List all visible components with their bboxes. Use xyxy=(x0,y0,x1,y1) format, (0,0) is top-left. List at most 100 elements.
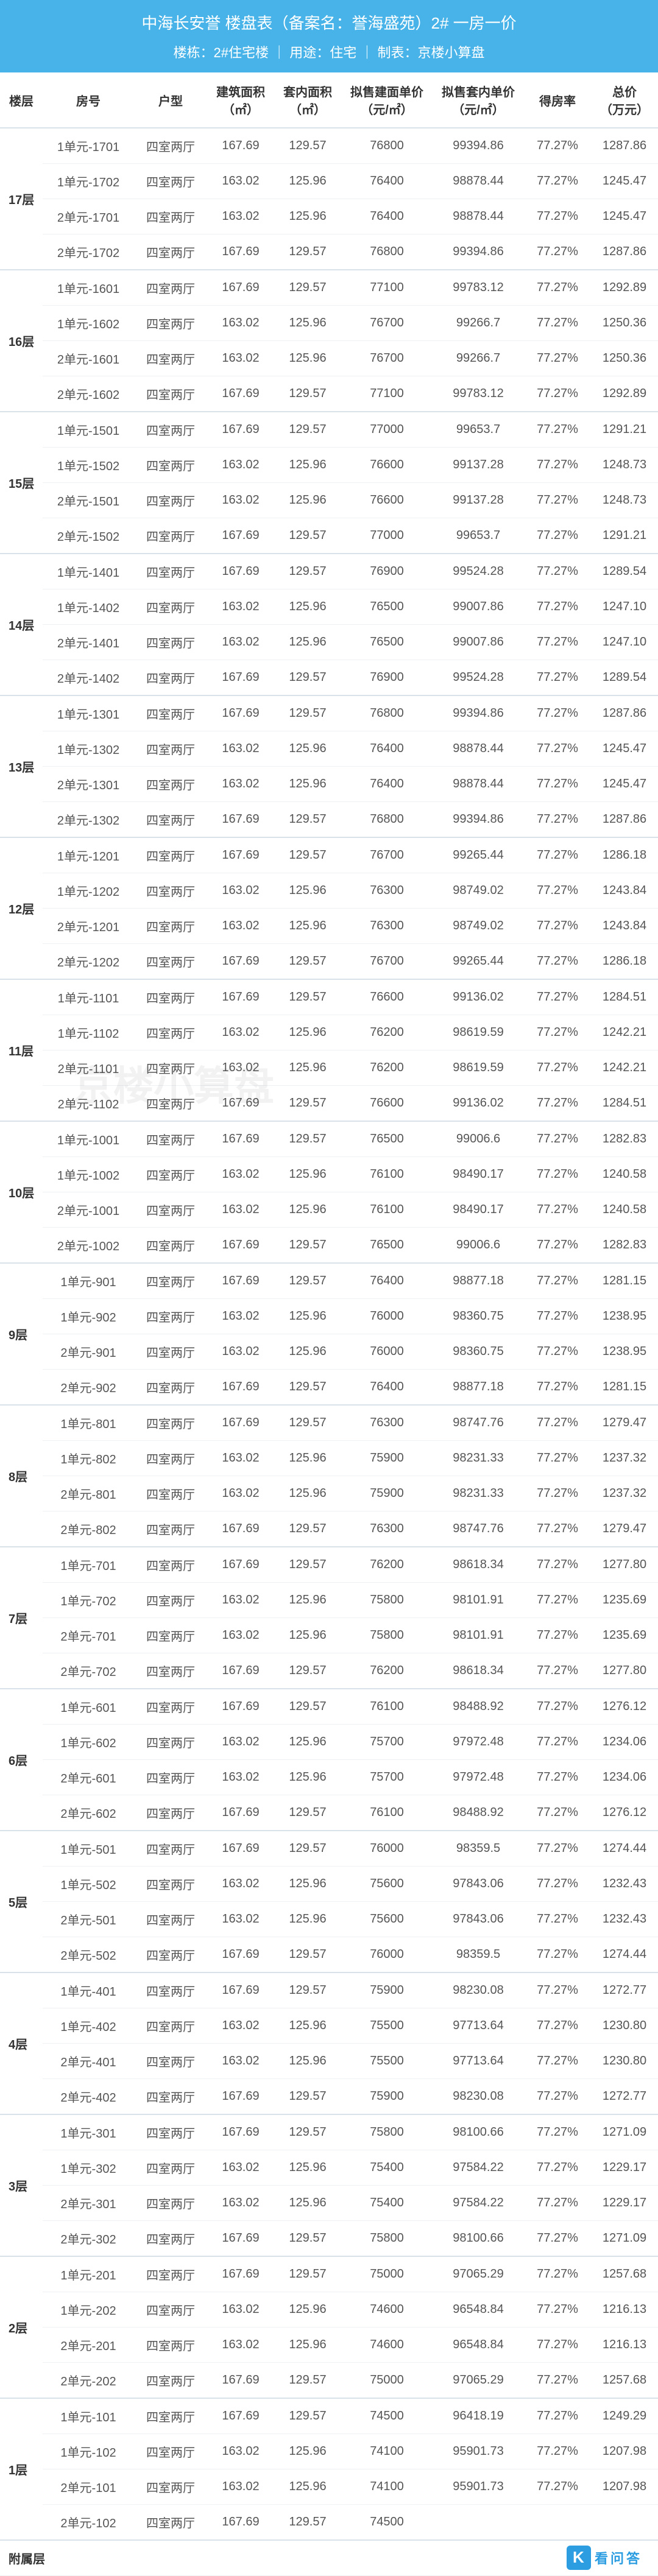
data-cell: 97713.64 xyxy=(433,2044,524,2079)
table-row: 8层1单元-801四室两厅167.69129.577630098747.7677… xyxy=(0,1405,658,1441)
data-cell: 四室两厅 xyxy=(134,1547,207,1583)
data-cell: 1单元-1402 xyxy=(43,589,134,625)
data-cell: 125.96 xyxy=(274,2008,341,2044)
data-cell: 163.02 xyxy=(207,1760,274,1795)
data-cell: 167.69 xyxy=(207,2363,274,2399)
data-cell: 163.02 xyxy=(207,2150,274,2186)
table-row: 2单元-1601四室两厅163.02125.967670099266.777.2… xyxy=(0,341,658,376)
col-header-label: 楼层 xyxy=(9,95,34,108)
table-row: 2单元-1702四室两厅167.69129.577680099394.8677.… xyxy=(0,234,658,270)
table-row: 13层1单元-1301四室两厅167.69129.577680099394.86… xyxy=(0,695,658,731)
data-cell: 125.96 xyxy=(274,1476,341,1511)
data-cell: 75500 xyxy=(341,2044,433,2079)
data-cell: 98231.33 xyxy=(433,1476,524,1511)
floor-cell: 10层 xyxy=(0,1121,43,1263)
table-row: 1单元-1402四室两厅163.02125.967650099007.8677.… xyxy=(0,589,658,625)
data-cell: 四室两厅 xyxy=(134,448,207,483)
data-cell: 1238.95 xyxy=(591,1334,658,1370)
data-cell: 77.27% xyxy=(524,589,591,625)
data-cell: 1240.58 xyxy=(591,1192,658,1228)
data-cell: 167.69 xyxy=(207,2114,274,2150)
data-cell: 125.96 xyxy=(274,1192,341,1228)
data-cell: 129.57 xyxy=(274,270,341,306)
data-cell: 76100 xyxy=(341,1689,433,1725)
data-cell: 1207.98 xyxy=(591,2469,658,2505)
data-cell: 1291.21 xyxy=(591,518,658,554)
data-cell: 167.69 xyxy=(207,412,274,448)
data-cell: 129.57 xyxy=(274,554,341,589)
data-cell: 1207.98 xyxy=(591,2434,658,2469)
data-cell: 74600 xyxy=(341,2328,433,2363)
data-cell: 76300 xyxy=(341,1405,433,1441)
table-row: 1单元-902四室两厅163.02125.967600098360.7577.2… xyxy=(0,1299,658,1334)
data-cell: 167.69 xyxy=(207,2398,274,2434)
data-cell: 125.96 xyxy=(274,1725,341,1760)
data-cell: 75800 xyxy=(341,2114,433,2150)
data-cell: 1单元-801 xyxy=(43,1405,134,1441)
data-cell: 四室两厅 xyxy=(134,483,207,518)
data-cell: 96548.84 xyxy=(433,2292,524,2328)
data-cell: 1单元-502 xyxy=(43,1867,134,1902)
data-cell: 1单元-501 xyxy=(43,1831,134,1867)
data-cell: 77.27% xyxy=(524,1902,591,1937)
data-cell: 129.57 xyxy=(274,979,341,1015)
data-cell: 四室两厅 xyxy=(134,1937,207,1973)
data-cell: 76800 xyxy=(341,128,433,164)
data-cell: 77.27% xyxy=(524,695,591,731)
table-row: 2单元-1402四室两厅167.69129.577690099524.2877.… xyxy=(0,660,658,696)
data-cell: 167.69 xyxy=(207,518,274,554)
data-cell: 125.96 xyxy=(274,1050,341,1086)
data-cell: 125.96 xyxy=(274,625,341,660)
data-cell: 1单元-702 xyxy=(43,1583,134,1618)
data-cell: 125.96 xyxy=(274,1583,341,1618)
data-cell: 1235.69 xyxy=(591,1583,658,1618)
data-cell: 76900 xyxy=(341,660,433,696)
data-cell: 1257.68 xyxy=(591,2363,658,2399)
data-cell: 125.96 xyxy=(274,731,341,767)
data-cell: 1235.69 xyxy=(591,1618,658,1653)
data-cell: 167.69 xyxy=(207,1972,274,2008)
col-header: 得房率 xyxy=(524,72,591,128)
data-cell: 99524.28 xyxy=(433,660,524,696)
table-row: 2单元-1501四室两厅163.02125.967660099137.2877.… xyxy=(0,483,658,518)
data-cell: 77.27% xyxy=(524,944,591,980)
data-cell: 1271.09 xyxy=(591,2221,658,2257)
data-cell: 167.69 xyxy=(207,2505,274,2541)
data-cell: 77.27% xyxy=(524,1937,591,1973)
data-cell: 1单元-402 xyxy=(43,2008,134,2044)
data-cell: 98360.75 xyxy=(433,1334,524,1370)
data-cell: 2单元-501 xyxy=(43,1902,134,1937)
data-cell: 四室两厅 xyxy=(134,2044,207,2079)
data-cell: 77.27% xyxy=(524,2186,591,2221)
data-cell: 2单元-1602 xyxy=(43,376,134,412)
data-cell: 75700 xyxy=(341,1760,433,1795)
data-cell: 1216.13 xyxy=(591,2292,658,2328)
data-cell: 99394.86 xyxy=(433,695,524,731)
data-cell: 1248.73 xyxy=(591,483,658,518)
data-cell: 167.69 xyxy=(207,234,274,270)
data-cell: 2单元-1501 xyxy=(43,483,134,518)
data-cell xyxy=(524,2505,591,2541)
data-cell: 129.57 xyxy=(274,2079,341,2115)
data-cell: 四室两厅 xyxy=(134,873,207,909)
data-cell: 77.27% xyxy=(524,1511,591,1547)
data-cell: 2单元-701 xyxy=(43,1618,134,1653)
data-cell: 77.27% xyxy=(524,1441,591,1476)
data-cell: 四室两厅 xyxy=(134,2434,207,2469)
data-cell: 1单元-901 xyxy=(43,1263,134,1299)
data-cell: 129.57 xyxy=(274,2114,341,2150)
data-cell: 77.27% xyxy=(524,1867,591,1902)
data-cell: 125.96 xyxy=(274,1902,341,1937)
data-cell: 76400 xyxy=(341,1370,433,1406)
data-cell: 98360.75 xyxy=(433,1299,524,1334)
data-cell: 129.57 xyxy=(274,1121,341,1157)
data-cell: 四室两厅 xyxy=(134,2398,207,2434)
data-cell: 1单元-1702 xyxy=(43,164,134,199)
data-cell: 129.57 xyxy=(274,1370,341,1406)
data-cell: 1单元-1201 xyxy=(43,837,134,873)
table-row: 11层1单元-1101四室两厅167.69129.577660099136.02… xyxy=(0,979,658,1015)
data-cell: 129.57 xyxy=(274,802,341,838)
data-cell: 四室两厅 xyxy=(134,1476,207,1511)
data-cell: 四室两厅 xyxy=(134,1441,207,1476)
data-cell: 77.27% xyxy=(524,1370,591,1406)
